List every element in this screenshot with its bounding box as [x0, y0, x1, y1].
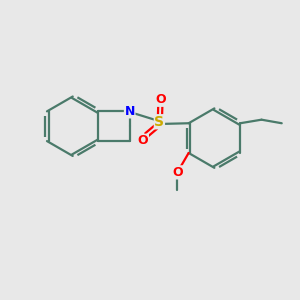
- Text: N: N: [124, 105, 135, 118]
- Text: O: O: [172, 166, 183, 179]
- Text: O: O: [138, 134, 148, 147]
- Text: S: S: [154, 115, 164, 129]
- Text: O: O: [156, 93, 166, 106]
